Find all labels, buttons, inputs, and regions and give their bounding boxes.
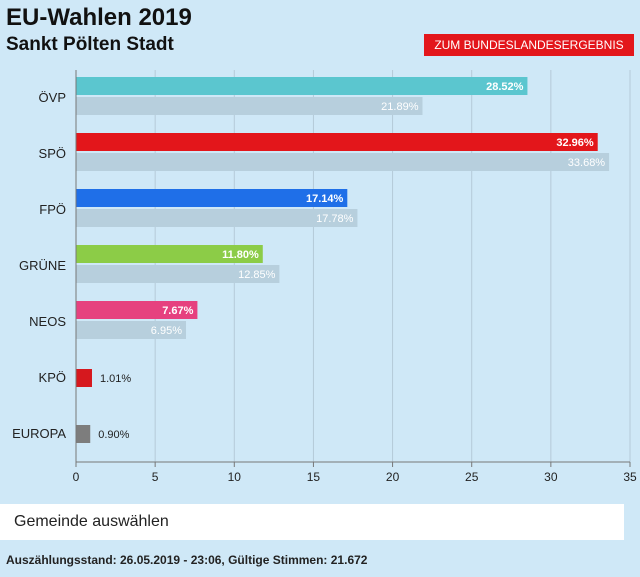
current-result-bar: [76, 369, 92, 387]
x-tick-label: 5: [152, 470, 159, 484]
current-result-label: 28.52%: [486, 81, 524, 93]
current-result-label: 1.01%: [100, 373, 131, 385]
previous-result-label: 17.78%: [316, 213, 354, 225]
category-label: KPÖ: [39, 370, 66, 385]
previous-result-bar: [76, 153, 610, 171]
x-tick-label: 25: [465, 470, 479, 484]
x-tick-label: 30: [544, 470, 558, 484]
state-result-button[interactable]: ZUM BUNDESLANDESERGEBNIS: [424, 34, 634, 56]
page-subtitle: Sankt Pölten Stadt: [6, 34, 174, 55]
category-label: EUROPA: [12, 426, 66, 441]
previous-result-label: 12.85%: [238, 269, 276, 281]
current-result-label: 0.90%: [98, 429, 129, 441]
category-label: NEOS: [29, 314, 66, 329]
category-label: GRÜNE: [19, 258, 66, 273]
current-result-bar: [76, 77, 528, 95]
current-result-label: 7.67%: [162, 305, 193, 317]
previous-result-bar: [76, 97, 423, 115]
previous-result-label: 6.95%: [151, 325, 182, 337]
x-tick-label: 35: [623, 470, 637, 484]
x-tick-label: 10: [228, 470, 242, 484]
page-title: EU-Wahlen 2019: [6, 4, 192, 31]
current-result-bar: [76, 133, 598, 151]
x-tick-label: 15: [307, 470, 321, 484]
category-label: SPÖ: [39, 146, 66, 161]
previous-result-bar: [76, 265, 280, 283]
previous-result-label: 21.89%: [381, 101, 419, 113]
x-tick-label: 0: [73, 470, 80, 484]
category-label: FPÖ: [39, 202, 66, 217]
previous-result-label: 33.68%: [568, 157, 606, 169]
previous-result-bar: [76, 209, 358, 227]
municipality-select[interactable]: Gemeinde auswählen: [0, 504, 624, 540]
current-result-bar: [76, 425, 91, 443]
count-status: Auszählungsstand: 26.05.2019 - 23:06, Gü…: [6, 553, 368, 567]
current-result-label: 11.80%: [222, 249, 259, 261]
x-tick-label: 20: [386, 470, 400, 484]
current-result-label: 32.96%: [556, 137, 594, 149]
bar-chart: 0 5 10 15 20 25 30 35 ÖVP 21.89% 28.52% SPÖ 33.68% 32…: [12, 70, 637, 484]
current-result-bar: [76, 189, 348, 207]
category-label: ÖVP: [39, 90, 66, 105]
current-result-bar: [76, 301, 198, 319]
current-result-bar: [76, 245, 263, 263]
previous-result-bar: [76, 321, 187, 339]
current-result-label: 17.14%: [306, 193, 344, 205]
